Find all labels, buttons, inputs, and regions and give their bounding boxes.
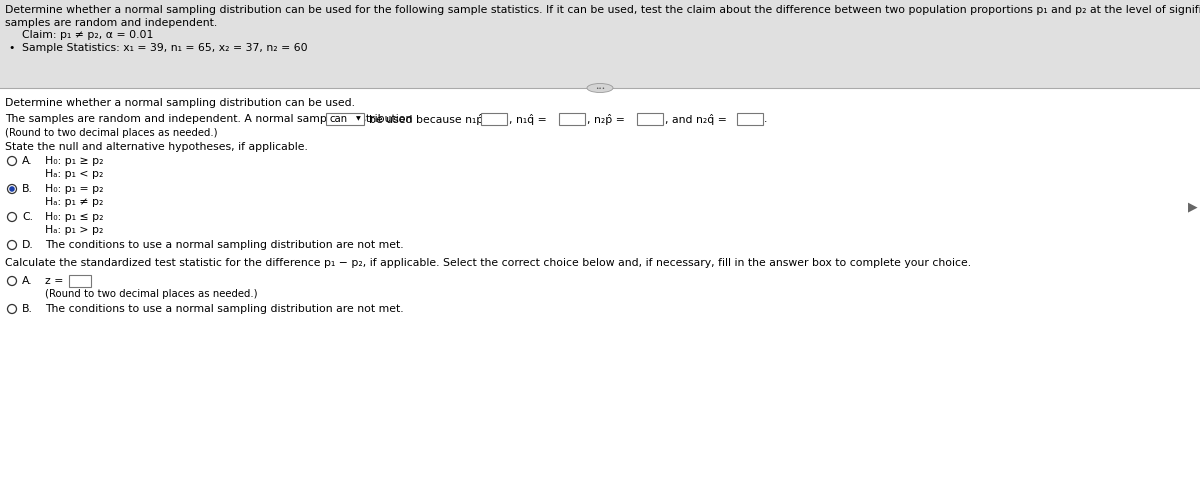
Text: A.: A. (22, 156, 32, 166)
Text: .: . (764, 114, 767, 124)
Text: (Round to two decimal places as needed.): (Round to two decimal places as needed.) (46, 289, 258, 299)
Text: Determine whether a normal sampling distribution can be used.: Determine whether a normal sampling dist… (5, 98, 355, 108)
Circle shape (7, 240, 17, 250)
Circle shape (7, 276, 17, 285)
Text: B.: B. (22, 184, 32, 194)
Circle shape (10, 186, 14, 192)
Text: H₀: p₁ ≤ p₂: H₀: p₁ ≤ p₂ (46, 212, 103, 222)
Text: Claim: p₁ ≠ p₂, α = 0.01: Claim: p₁ ≠ p₂, α = 0.01 (22, 30, 154, 40)
Text: z =: z = (46, 276, 64, 286)
Text: •: • (8, 43, 14, 53)
Text: , n₂p̂ =: , n₂p̂ = (587, 114, 625, 125)
Text: Calculate the standardized test statistic for the difference p₁ − p₂, if applica: Calculate the standardized test statisti… (5, 258, 971, 268)
Text: C.: C. (22, 212, 34, 222)
Text: Determine whether a normal sampling distribution can be used for the following s: Determine whether a normal sampling dist… (5, 5, 1200, 15)
Circle shape (7, 184, 17, 194)
Text: H₀: p₁ = p₂: H₀: p₁ = p₂ (46, 184, 103, 194)
Circle shape (7, 305, 17, 313)
Text: , and n₂q̂ =: , and n₂q̂ = (665, 114, 727, 125)
Text: be used because n₁p̂ =: be used because n₁p̂ = (370, 114, 496, 125)
Text: The conditions to use a normal sampling distribution are not met.: The conditions to use a normal sampling … (46, 240, 403, 250)
FancyBboxPatch shape (737, 113, 763, 125)
Text: The samples are random and independent. A normal sampling distribution: The samples are random and independent. … (5, 114, 413, 124)
Text: B.: B. (22, 304, 32, 314)
Text: samples are random and independent.: samples are random and independent. (5, 18, 217, 28)
Text: The conditions to use a normal sampling distribution are not met.: The conditions to use a normal sampling … (46, 304, 403, 314)
Text: can: can (329, 114, 347, 124)
Text: Hₐ: p₁ ≠ p₂: Hₐ: p₁ ≠ p₂ (46, 197, 103, 207)
Text: Hₐ: p₁ < p₂: Hₐ: p₁ < p₂ (46, 169, 103, 179)
Text: (Round to two decimal places as needed.): (Round to two decimal places as needed.) (5, 128, 217, 138)
FancyBboxPatch shape (559, 113, 586, 125)
FancyBboxPatch shape (481, 113, 508, 125)
Bar (0, 0, 1200, 88)
Text: , n₁q̂ =: , n₁q̂ = (509, 114, 547, 125)
Text: Sample Statistics: x₁ = 39, n₁ = 65, x₂ = 37, n₂ = 60: Sample Statistics: x₁ = 39, n₁ = 65, x₂ … (22, 43, 307, 53)
Circle shape (7, 157, 17, 166)
Circle shape (7, 213, 17, 221)
Text: A.: A. (22, 276, 32, 286)
Text: Hₐ: p₁ > p₂: Hₐ: p₁ > p₂ (46, 225, 103, 235)
FancyBboxPatch shape (326, 113, 364, 125)
Text: ▼: ▼ (356, 116, 361, 122)
FancyBboxPatch shape (70, 275, 91, 287)
Text: H₀: p₁ ≥ p₂: H₀: p₁ ≥ p₂ (46, 156, 103, 166)
Ellipse shape (587, 83, 613, 92)
FancyBboxPatch shape (637, 113, 662, 125)
Text: ▶: ▶ (1188, 200, 1198, 213)
Text: State the null and alternative hypotheses, if applicable.: State the null and alternative hypothese… (5, 142, 308, 152)
Text: D.: D. (22, 240, 34, 250)
Text: •••: ••• (595, 85, 605, 91)
